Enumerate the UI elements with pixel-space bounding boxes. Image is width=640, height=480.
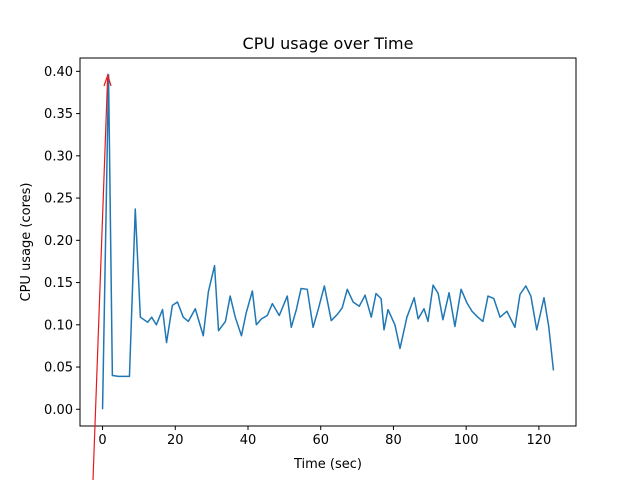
annotation-arrow [92,73,112,480]
y-tick-label: 0.20 [44,234,73,249]
plot: 0 20 40 60 80 100 120 0.00 0.05 0.10 0.15 0.20 0.25 0… [44,65,555,448]
chart-title: CPU usage over Time [243,34,414,53]
y-tick-label: 0.15 [44,276,73,291]
y-tick-label: 0.00 [44,403,73,418]
arrow-head [103,73,112,87]
x-tick-label: 60 [312,433,329,448]
x-axis-label: Time (sec) [293,457,362,472]
arrow-line [92,77,109,480]
plot-frame [79,57,577,427]
x-tick-label: 100 [454,433,479,448]
y-axis-label: CPU usage (cores) [19,183,34,302]
x-tick-label: 0 [98,433,106,448]
line-series [101,73,555,410]
y-tick-label: 0.40 [44,65,73,80]
x-tick-label: 80 [385,433,402,448]
y-tick-label: 0.35 [44,107,73,122]
y-tick-label: 0.05 [44,361,73,376]
x-tick-label: 120 [526,433,551,448]
y-tick-label: 0.30 [44,149,73,164]
x-tick-label: 20 [167,433,184,448]
y-tick-label: 0.25 [44,192,73,207]
x-tick-label: 40 [240,433,257,448]
y-tick-label: 0.10 [44,318,73,333]
